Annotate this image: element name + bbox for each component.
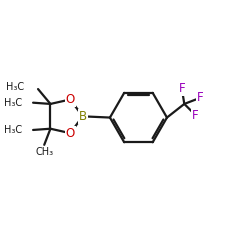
Text: H₃C: H₃C (6, 82, 25, 92)
Text: F: F (192, 108, 199, 122)
Text: H₃C: H₃C (4, 98, 22, 108)
Text: H₃C: H₃C (4, 125, 22, 135)
Text: F: F (178, 82, 185, 95)
Text: F: F (197, 91, 204, 104)
Text: B: B (78, 110, 87, 123)
Text: O: O (66, 127, 75, 140)
Text: CH₃: CH₃ (35, 147, 53, 157)
Text: O: O (66, 93, 75, 106)
